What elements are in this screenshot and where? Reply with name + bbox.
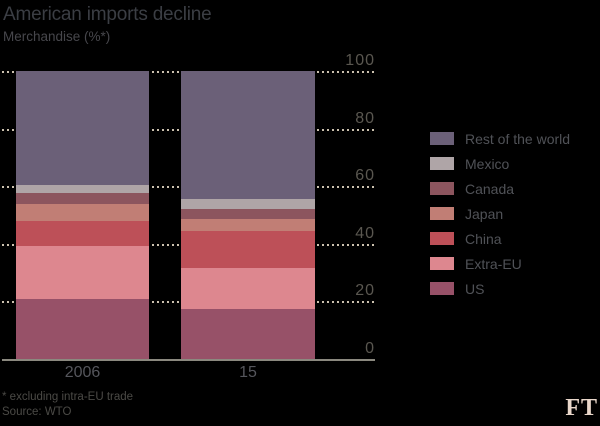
legend-swatch-icon [430,282,454,295]
ft-logo: FT [565,395,598,421]
x-axis-label-15: 15 [239,364,257,381]
legend-label: Extra-EU [465,255,522,272]
y-tick-label-80: 80 [355,109,375,127]
legend-item-us: US [430,276,570,301]
y-tick-label-60: 60 [355,167,375,185]
y-tick-label-100: 100 [345,52,375,69]
legend-swatch-icon [430,257,454,270]
bar-15-segment-extra-eu [181,267,315,309]
bar-15-segment-rest-of-the-world [181,71,315,199]
bar-2006-segment-us [16,299,149,359]
legend-label: Japan [465,205,504,222]
bar-2006-segment-canada [16,192,149,204]
chart-subtitle: Merchandise (%*) [3,29,111,44]
source-credit: Source: WTO [2,406,72,418]
legend-item-canada: Canada [430,176,570,201]
y-tick-label-40: 40 [355,224,375,242]
legend-label: Canada [465,180,515,197]
y-tick-label-20: 20 [355,282,375,300]
bar-2006-segment-rest-of-the-world [16,71,149,185]
legend-swatch-icon [430,182,454,195]
legend-swatch-icon [430,207,454,220]
x-axis-baseline [2,359,375,361]
bar-2006-segment-china [16,220,149,246]
bar-2006-segment-mexico [16,184,149,193]
bar-15-segment-canada [181,208,315,219]
legend-item-mexico: Mexico [430,151,570,176]
legend-item-rest-of-the-world: Rest of the world [430,126,570,151]
legend-label: Rest of the world [465,130,571,147]
legend-label: US [465,280,485,297]
bar-15-segment-japan [181,218,315,231]
bar-15-segment-china [181,230,315,268]
bar-2006-segment-japan [16,203,149,221]
bar-15-segment-mexico [181,198,315,209]
bar-2006-segment-extra-eu [16,245,149,300]
legend-label: China [465,230,502,247]
footnote: * excluding intra-EU trade [2,391,134,403]
legend-item-china: China [430,226,570,251]
legend-label: Mexico [465,155,510,172]
x-axis-label-2006: 2006 [64,364,101,381]
legend-swatch-icon [430,232,454,245]
chart-title: American imports decline [3,4,212,25]
legend-item-extra-eu: Extra-EU [430,251,570,276]
bar-15-segment-us [181,308,315,359]
legend-item-japan: Japan [430,201,570,226]
legend: Rest of the world Mexico Canada Japan China E… [430,126,570,301]
legend-swatch-icon [430,132,454,145]
legend-swatch-icon [430,157,454,170]
y-tick-label-0: 0 [365,340,375,357]
